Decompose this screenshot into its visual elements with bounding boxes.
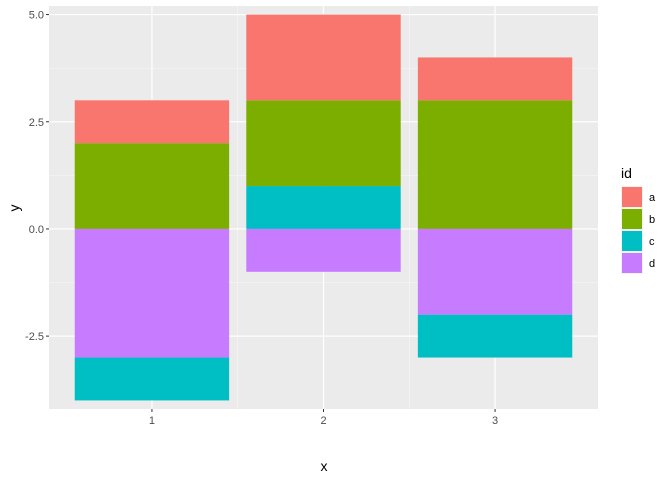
legend-swatch-b (622, 209, 642, 229)
legend-label-d: d (649, 258, 655, 270)
bar-segment-d-x1 (74, 228, 230, 358)
bar-segment-c-x1 (74, 357, 230, 401)
bar-segment-a-x3 (417, 57, 573, 101)
legend-swatch-d (622, 253, 642, 273)
bar-segment-d-x3 (417, 228, 573, 315)
bar-segment-b-x1 (74, 143, 230, 229)
legend-label-c: c (649, 236, 655, 248)
y-axis-title: y (6, 205, 22, 212)
y-tick-label: -2.5 (25, 331, 44, 343)
legend-title: id (621, 165, 632, 181)
bar-segment-c-x2 (246, 186, 401, 229)
x-axis-title: x (321, 458, 328, 474)
bar-segment-d-x2 (246, 228, 401, 272)
legend-swatch-c (622, 231, 642, 251)
legend-label-a: a (649, 192, 656, 204)
y-axis: -2.5 0.0 2.5 5.0 (25, 10, 49, 343)
bar-segment-c-x3 (417, 314, 573, 358)
bar-segment-a-x2 (246, 14, 401, 101)
bar-segment-b-x3 (417, 100, 573, 229)
bar-segment-b-x2 (246, 100, 401, 187)
y-tick-label: 5.0 (29, 10, 44, 22)
x-tick-label: 1 (149, 415, 155, 427)
legend-swatch-a (622, 187, 642, 207)
legend-label-b: b (649, 214, 655, 226)
y-tick-label: 2.5 (29, 117, 44, 129)
y-tick-label: 0.0 (29, 224, 44, 236)
x-tick-label: 2 (320, 415, 326, 427)
x-axis: 1 2 3 (149, 409, 498, 427)
bar-segment-a-x1 (74, 100, 230, 144)
bars (74, 14, 573, 401)
x-tick-label: 3 (492, 415, 498, 427)
